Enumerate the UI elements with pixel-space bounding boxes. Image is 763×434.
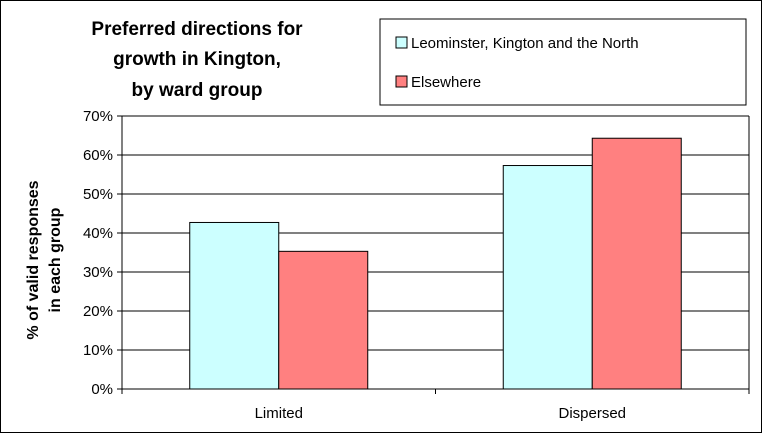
y-axis-label-line-2: in each group [47,207,64,312]
y-tick-label: 30% [83,264,113,281]
y-tick-label: 10% [83,342,113,359]
legend: Leominster, Kington and the North Elsewh… [379,18,747,106]
y-tick-label: 40% [83,225,113,242]
chart-title-line-3: by ward group [132,80,263,101]
y-tick-label: 60% [83,147,113,164]
legend-label-series-2: Elsewhere [411,74,481,91]
x-tick-label: Limited [255,405,303,422]
chart-title-line-2: growth in Kington, [113,49,281,70]
bar-dispersed-series-1 [502,165,593,390]
y-tick-label: 0% [91,381,113,398]
x-tick-label: Dispersed [558,405,626,422]
y-axis-label-line-1: % of valid responses [25,180,42,339]
legend-swatch-series-2 [395,75,408,88]
bar-dispersed-series-2 [591,137,682,390]
y-tick-label: 20% [83,303,113,320]
chart-title-line-1: Preferred directions for [91,19,303,40]
y-tick-label: 50% [83,186,113,203]
legend-swatch-series-1 [395,36,408,49]
legend-label-series-1: Leominster, Kington and the North [411,35,639,52]
y-tick-label: 70% [83,108,113,125]
legend-box [379,18,747,106]
bar-limited-series-1 [189,221,280,390]
plot-area: 0% 10% 20% 30% 40% 50% 60% 70% Limited Dispersed [83,108,750,422]
bar-limited-series-2 [278,250,369,390]
